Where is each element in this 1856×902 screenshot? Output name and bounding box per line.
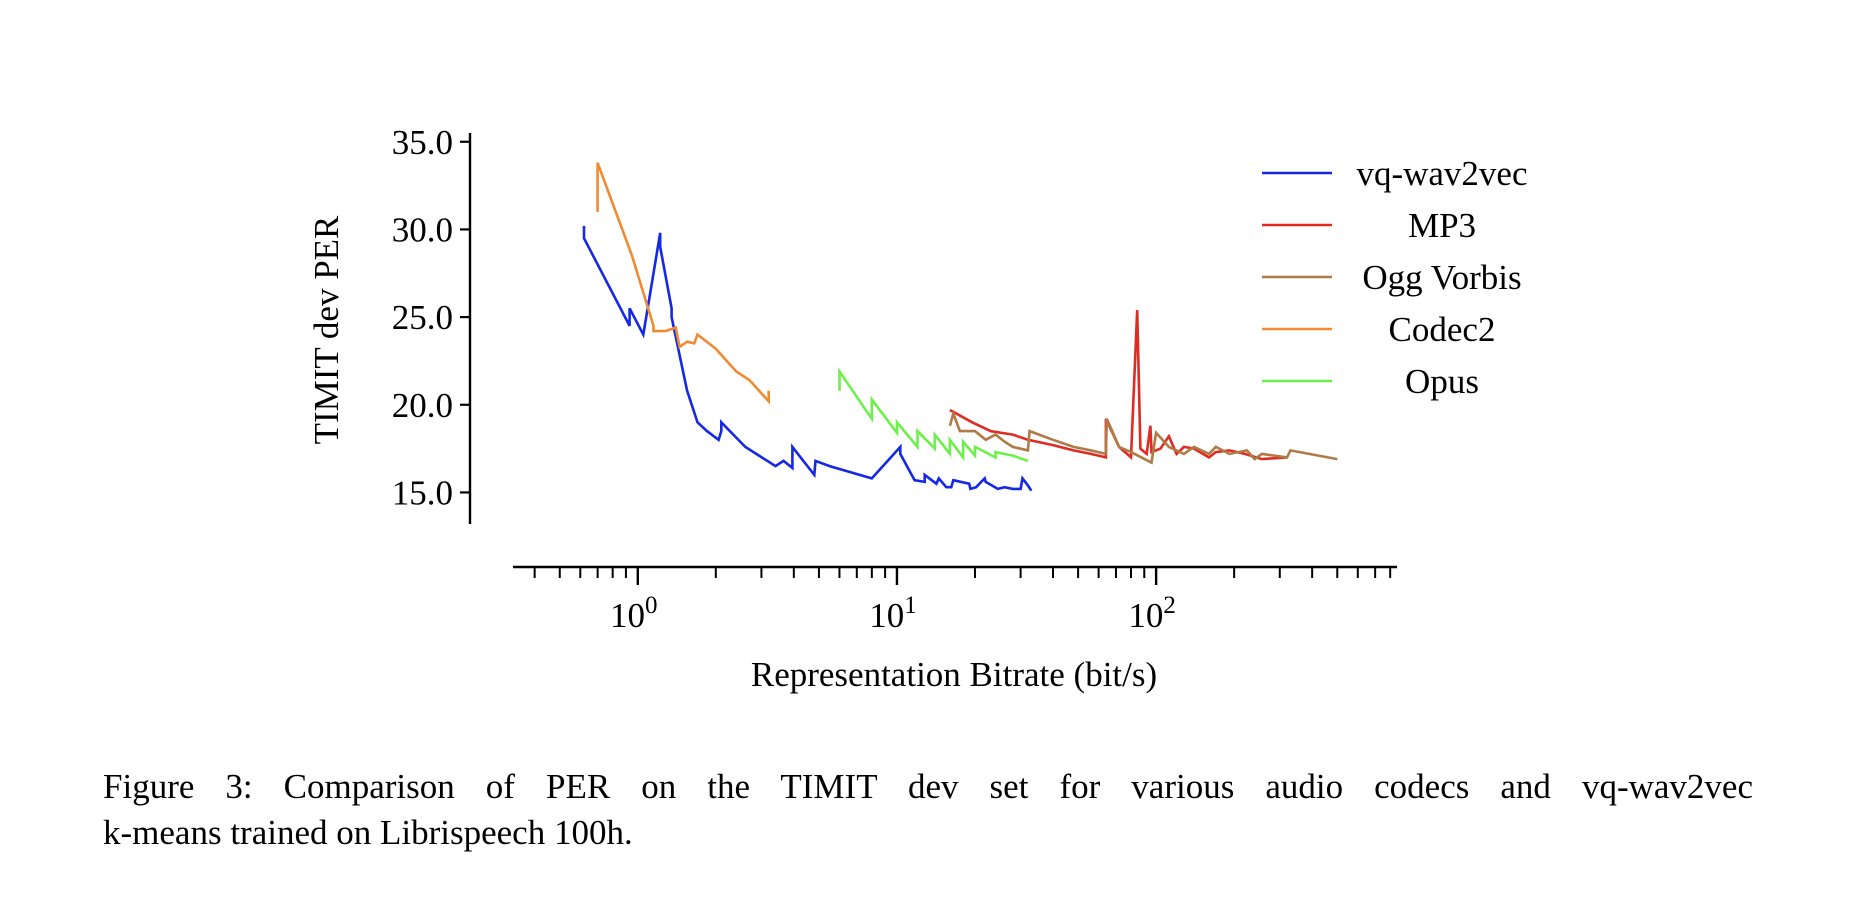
y-tick-label: 30.0 <box>392 210 453 249</box>
y-tick-label: 35.0 <box>392 123 453 162</box>
series-line-vq-wav2vec <box>582 225 1033 492</box>
series-line-codec2 <box>596 162 771 405</box>
series-line-ogg-vorbis <box>948 409 1338 465</box>
series-line-opus <box>838 367 1029 463</box>
legend-label: Opus <box>1405 362 1479 401</box>
x-axis: 100 101 102 <box>513 565 1397 635</box>
chart: 15.0 20.0 25.0 30.0 35.0 100 101 102 TIMIT dev… <box>307 123 1528 694</box>
x-tick-label: 100 <box>610 592 658 635</box>
caption-line-1: Figure 3: Comparison of PER on the TIMIT… <box>103 767 1753 806</box>
legend-label: Ogg Vorbis <box>1362 258 1521 297</box>
y-axis: 15.0 20.0 25.0 30.0 35.0 <box>392 123 472 524</box>
x-tick-label: 101 <box>869 592 917 635</box>
x-tick-label: 102 <box>1128 592 1176 635</box>
y-tick-label: 25.0 <box>392 298 453 337</box>
series-line-mp3 <box>949 310 1288 461</box>
y-tick-label: 20.0 <box>392 386 453 425</box>
x-axis-label: Representation Bitrate (bit/s) <box>751 655 1157 694</box>
plot-area <box>582 162 1338 492</box>
legend-label: vq-wav2vec <box>1356 154 1527 193</box>
figure-caption: Figure 3: Comparison of PER on the TIMIT… <box>103 764 1753 856</box>
y-axis-label: TIMIT dev PER <box>307 215 346 444</box>
legend-label: Codec2 <box>1389 310 1496 349</box>
caption-line-2: k-means trained on Librispeech 100h. <box>103 813 633 852</box>
legend: vq-wav2vec MP3 Ogg Vorbis Codec2 Opus <box>1262 154 1528 401</box>
y-tick-label: 15.0 <box>392 473 453 512</box>
legend-label: MP3 <box>1408 206 1476 245</box>
